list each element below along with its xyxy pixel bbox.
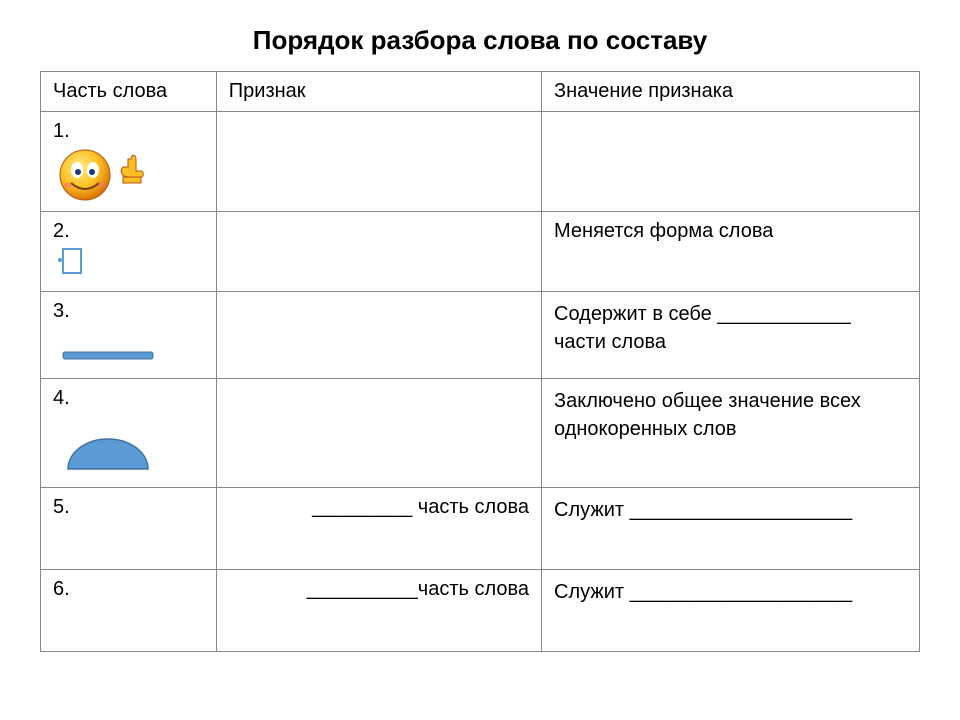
- row-number: 2.: [53, 220, 70, 243]
- row-number: 5.: [53, 496, 70, 519]
- page-title: Порядок разбора слова по составу: [40, 25, 920, 56]
- cell-sign: __________часть слова: [216, 570, 541, 652]
- cell-sign: _________ часть слова: [216, 488, 541, 570]
- row-number: 4.: [53, 387, 70, 410]
- cell-meaning: Заключено общее значение всех однокоренн…: [542, 379, 920, 488]
- row-number: 3.: [53, 300, 70, 323]
- smiley-icon: [53, 143, 204, 203]
- semicircle-icon: [53, 456, 163, 478]
- word-parse-table: Часть слова Признак Значение признака 1.: [40, 71, 920, 652]
- table-row: 5. _________ часть слова Служит ________…: [41, 488, 920, 570]
- cell-meaning: [542, 112, 920, 212]
- row-number: 6.: [53, 578, 70, 601]
- cell-meaning: Меняется форма слова: [542, 212, 920, 292]
- col-header-sign: Признак: [216, 72, 541, 112]
- cell-meaning: Служит ____________________: [542, 570, 920, 652]
- table-row: 3. Содержит в себе ____________ части сл…: [41, 292, 920, 379]
- table-row: 2. Меняется форма слова: [41, 212, 920, 292]
- cell-sign: [216, 292, 541, 379]
- cell-sign: [216, 379, 541, 488]
- table-row: 4. Заключено общее значение всех однокор…: [41, 379, 920, 488]
- line-icon: [53, 346, 163, 368]
- cell-sign: [216, 212, 541, 292]
- row-number: 1.: [53, 120, 70, 143]
- square-icon: [53, 260, 93, 282]
- col-header-part: Часть слова: [41, 72, 217, 112]
- table-header-row: Часть слова Признак Значение признака: [41, 72, 920, 112]
- cell-meaning: Содержит в себе ____________ части слова: [542, 292, 920, 379]
- table-row: 1.: [41, 112, 920, 212]
- table-row: 6. __________часть слова Служит ________…: [41, 570, 920, 652]
- col-header-meaning: Значение признака: [542, 72, 920, 112]
- cell-meaning: Служит ____________________: [542, 488, 920, 570]
- cell-sign: [216, 112, 541, 212]
